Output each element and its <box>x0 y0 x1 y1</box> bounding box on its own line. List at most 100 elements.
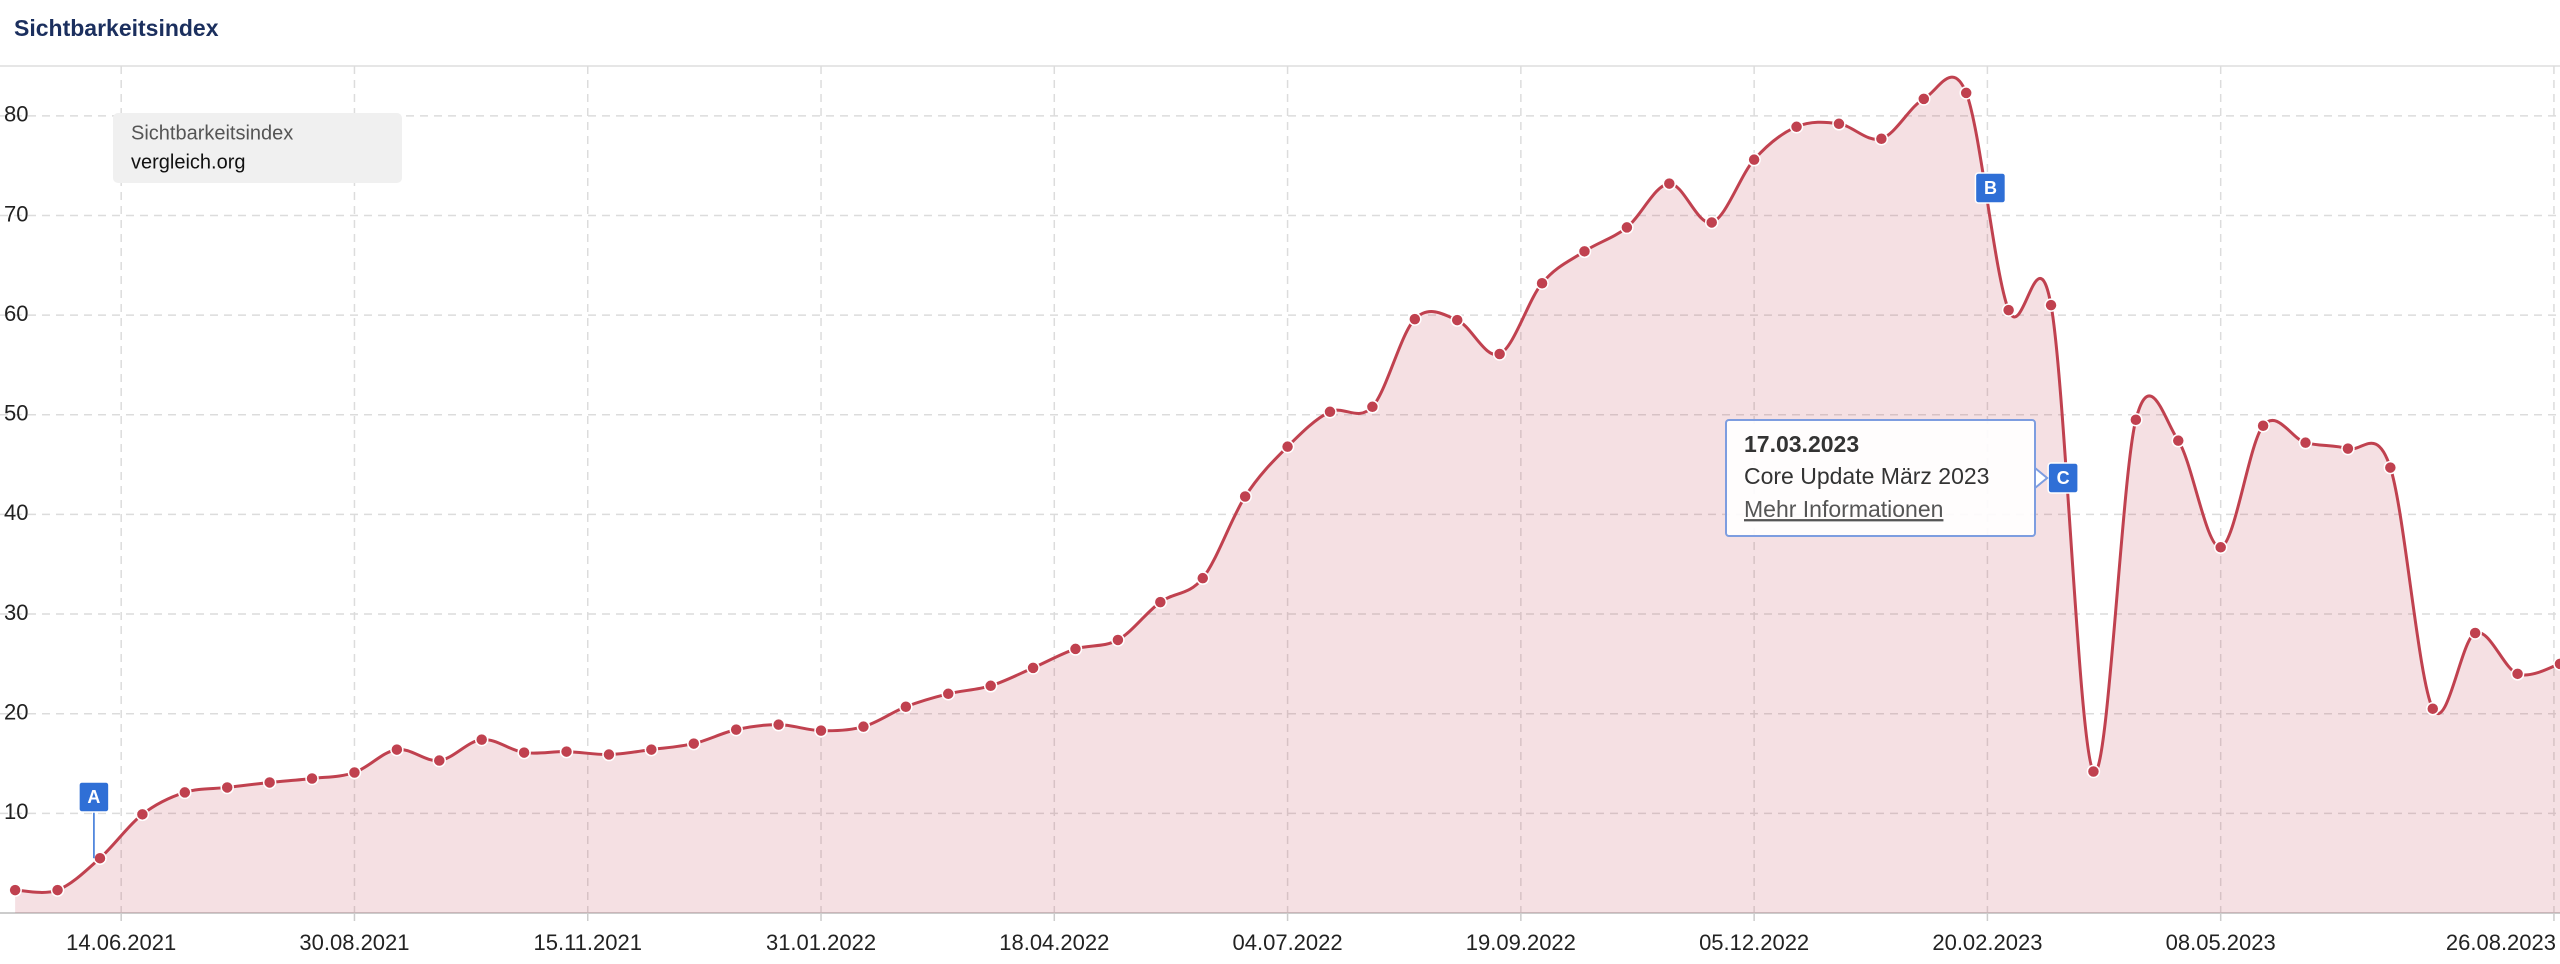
data-point <box>1450 313 1464 327</box>
data-point <box>1026 661 1040 675</box>
event-marker <box>78 781 110 813</box>
data-point <box>1747 152 1761 167</box>
data-point <box>2256 418 2270 433</box>
data-point <box>1832 117 1846 131</box>
data-point <box>983 679 998 693</box>
legend-entry: vergleich.org <box>131 151 246 173</box>
data-point <box>1577 244 1592 259</box>
data-point <box>432 753 447 768</box>
x-tick-label: 05.12.2022 <box>1699 930 1809 955</box>
data-point <box>1789 120 1804 134</box>
x-tick-label: 18.04.2022 <box>999 930 1109 955</box>
tooltip: 17.03.2023 Core Update März 2023 Mehr In… <box>1725 419 2036 537</box>
data-point <box>687 736 701 751</box>
y-tick-label: 10 <box>4 799 28 824</box>
data-point <box>602 747 616 762</box>
data-point <box>50 883 65 897</box>
data-point <box>1153 595 1168 609</box>
data-point <box>2001 303 2016 317</box>
data-point <box>1068 642 1083 656</box>
tooltip-date: 17.03.2023 <box>1744 431 1859 457</box>
tooltip-link[interactable]: Mehr Informationen <box>1744 496 1943 522</box>
tooltip-box <box>1725 419 2036 537</box>
tooltip-pointer <box>2034 467 2049 489</box>
x-tick-label: 20.02.2023 <box>1932 930 2042 955</box>
data-point <box>1917 92 1931 106</box>
data-point <box>517 745 531 760</box>
legend-box <box>113 113 402 183</box>
data-point <box>941 687 956 701</box>
legend-title: Sichtbarkeitsindex <box>131 122 293 144</box>
data-point <box>899 699 913 714</box>
y-tick-label: 70 <box>4 201 28 226</box>
data-point <box>8 883 22 897</box>
data-point <box>1323 405 1337 419</box>
chart-title: Sichtbarkeitsindex <box>14 15 219 41</box>
data-point <box>644 742 659 757</box>
data-point <box>474 732 489 747</box>
data-point <box>220 780 234 795</box>
y-tick-label: 60 <box>4 301 28 326</box>
y-tick-label: 30 <box>4 600 28 625</box>
data-point <box>262 775 277 790</box>
x-tick-label: 04.07.2022 <box>1233 930 1343 955</box>
data-point <box>2044 298 2058 312</box>
data-point <box>2341 441 2355 456</box>
data-point <box>2298 435 2313 450</box>
y-tick-label: 80 <box>4 102 28 127</box>
data-point <box>771 717 786 732</box>
data-point <box>178 785 192 800</box>
data-point <box>347 765 362 780</box>
data-point <box>2426 701 2440 716</box>
data-point <box>814 723 828 738</box>
x-tick-label: 15.11.2021 <box>533 930 641 955</box>
data-point <box>2171 433 2186 448</box>
data-point <box>1238 489 1252 504</box>
data-point <box>2086 764 2101 779</box>
data-point <box>559 744 574 759</box>
x-tick-label: 30.08.2021 <box>299 930 409 955</box>
events: A B C <box>78 172 2079 859</box>
data-point <box>1195 571 1210 585</box>
data-point <box>1365 400 1380 414</box>
area-fill <box>15 77 2560 914</box>
data-point <box>1111 633 1125 647</box>
data-point <box>1959 86 1973 100</box>
x-tick-label: 08.05.2023 <box>2166 930 2276 955</box>
event-label: B <box>1984 178 1997 198</box>
data-point <box>2213 540 2228 555</box>
event-label: A <box>87 787 100 807</box>
data-point <box>1704 215 1719 230</box>
data-point <box>729 722 743 737</box>
x-tick-label: 31.01.2022 <box>766 930 876 955</box>
data-point <box>93 851 107 865</box>
x-tick-label: 19.09.2022 <box>1466 930 1576 955</box>
event-marker <box>1974 172 2007 204</box>
data-point <box>2129 412 2143 427</box>
data-point <box>2553 657 2560 671</box>
data-point <box>390 742 404 757</box>
data-point <box>1620 220 1634 235</box>
data-point <box>2510 667 2525 681</box>
x-tick-label: 26.08.2023 <box>2446 930 2556 955</box>
data-point <box>1280 439 1295 454</box>
x-tick-label: 14.06.2021 <box>66 930 176 955</box>
event-label: C <box>2057 468 2070 488</box>
data-point <box>856 719 871 734</box>
data-point <box>1662 176 1677 191</box>
y-tick-label: 50 <box>4 401 28 426</box>
data-point <box>1408 312 1422 326</box>
data-point <box>1874 131 1889 146</box>
y-tick-label: 40 <box>4 500 28 525</box>
tooltip-title: Core Update März 2023 <box>1744 463 1989 489</box>
data-point <box>1535 276 1549 290</box>
data-point <box>2383 460 2398 475</box>
legend: Sichtbarkeitsindex vergleich.org <box>113 113 402 183</box>
data-point <box>1492 347 1507 361</box>
data-point <box>135 807 150 822</box>
y-tick-label: 20 <box>4 700 28 725</box>
data-point <box>2468 626 2482 640</box>
